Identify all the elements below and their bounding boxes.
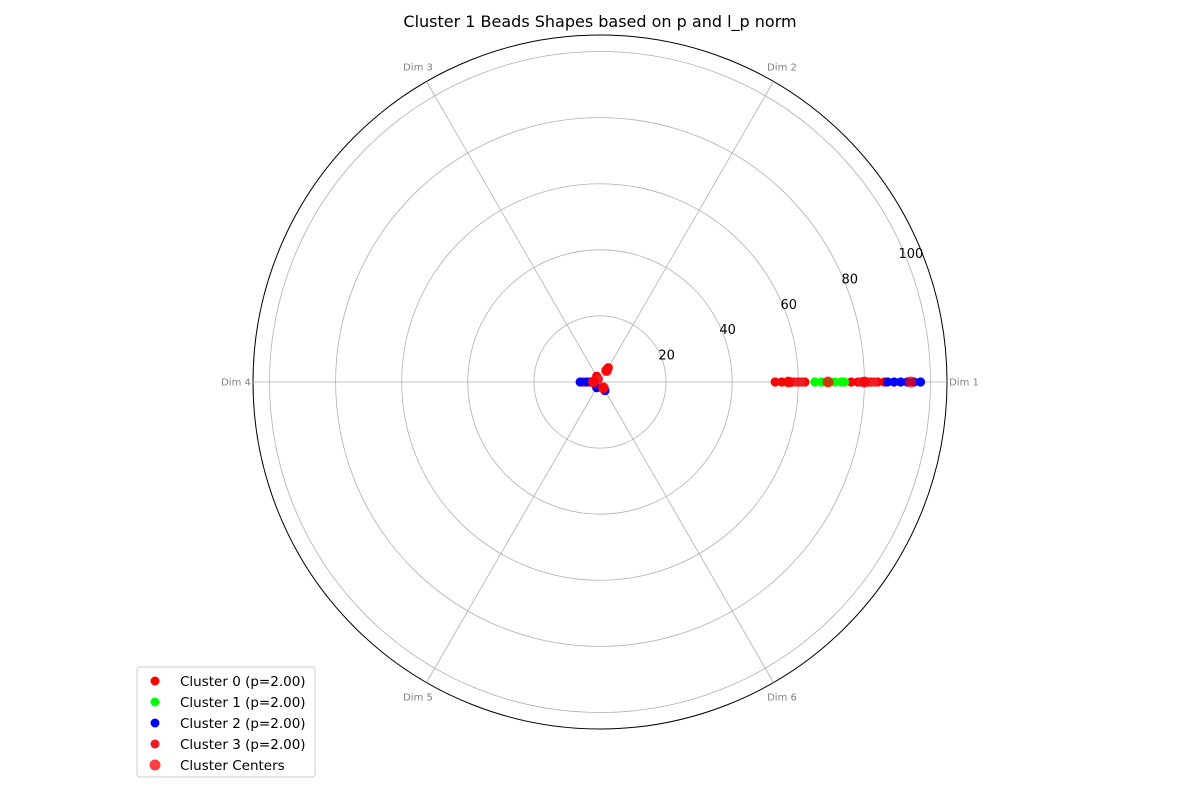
legend-marker-3 xyxy=(150,739,160,749)
legend-label-2: Cluster 2 (p=2.00) xyxy=(180,716,306,732)
dim-label-6: Dim 6 xyxy=(767,693,797,704)
point-cluster-1-5 xyxy=(839,377,850,387)
cluster-center-0 xyxy=(782,376,794,388)
legend-label-4: Cluster Centers xyxy=(180,758,285,774)
radial-tick-labels: 20 40 60 80 100 xyxy=(658,247,923,363)
chart-title: Cluster 1 Beads Shapes based on p and l_… xyxy=(403,12,796,32)
spoke-dim-2 xyxy=(599,81,774,383)
rtick-40: 40 xyxy=(719,323,736,338)
legend-label-1: Cluster 1 (p=2.00) xyxy=(180,695,306,711)
point-cluster-0-0 xyxy=(770,377,780,387)
point-cluster-3-4 xyxy=(869,377,879,387)
legend-label-0: Cluster 0 (p=2.00) xyxy=(180,674,306,690)
cluster-center-4 xyxy=(601,365,613,377)
cluster-centers xyxy=(587,365,917,394)
dim-label-3: Dim 3 xyxy=(403,62,433,73)
dim-label-5: Dim 5 xyxy=(403,693,433,704)
cluster-center-5 xyxy=(587,376,599,388)
point-cluster-3-1 xyxy=(796,377,807,387)
cluster-center-3 xyxy=(858,376,870,388)
cluster-center-1 xyxy=(822,376,834,388)
spoke-dim-6 xyxy=(599,381,774,683)
cluster-center-6 xyxy=(597,382,609,394)
point-cluster-2-1 xyxy=(889,377,899,387)
point-cluster-2-5 xyxy=(915,377,926,387)
spoke-dim-3 xyxy=(426,81,601,383)
data-points xyxy=(575,363,926,396)
point-cluster-2-0 xyxy=(882,377,893,387)
legend-marker-2 xyxy=(150,718,160,728)
legend-frame xyxy=(136,666,316,778)
dim-label-1: Dim 1 xyxy=(949,378,979,389)
legend-marker-4 xyxy=(149,759,161,771)
point-cluster-2-2 xyxy=(896,377,906,387)
point-cluster-0-6 xyxy=(846,377,856,387)
rtick-20: 20 xyxy=(658,348,675,363)
dim-label-4: Dim 4 xyxy=(221,378,251,389)
rtick-80: 80 xyxy=(842,273,859,288)
spoke-dim-5 xyxy=(426,381,601,683)
legend-label-3: Cluster 3 (p=2.00) xyxy=(180,737,306,753)
point-cluster-1-0 xyxy=(810,377,820,387)
legend-marker-1 xyxy=(150,697,160,707)
legend-marker-0 xyxy=(150,676,160,686)
dim-label-2: Dim 2 xyxy=(767,62,797,73)
rtick-60: 60 xyxy=(780,298,797,313)
cluster-center-2 xyxy=(905,376,917,388)
point-cluster-2-6 xyxy=(575,377,585,387)
rtick-100: 100 xyxy=(898,247,923,262)
dimension-labels: Dim 1 Dim 2 Dim 3 Dim 4 Dim 5 Dim 6 xyxy=(221,62,979,703)
legend: Cluster 0 (p=2.00) Cluster 1 (p=2.00) Clus… xyxy=(136,666,316,778)
